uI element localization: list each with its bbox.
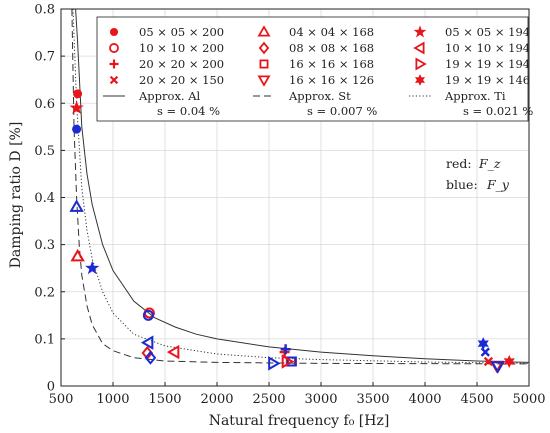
x-tick-label: 2000 <box>200 392 233 407</box>
annotation-blue-label: blue: <box>446 177 478 192</box>
x-tick-label: 4500 <box>460 392 493 407</box>
legend: 05 × 05 × 200 10 × 10 × 200 20 × 20 × 200 2… <box>96 16 533 122</box>
x-tick-label: 500 <box>49 392 74 407</box>
marker-triangle-down <box>490 361 506 374</box>
legend-label: 16 × 16 × 126 <box>289 73 374 87</box>
legend-label: 04 × 04 × 168 <box>289 25 374 39</box>
marker-star6 <box>503 355 515 368</box>
legend-sublabel: s = 0.04 % <box>157 104 220 118</box>
marker-triangle-left <box>140 335 154 350</box>
legend-label: 10 × 10 × 200 <box>139 41 224 55</box>
marker-triangle-right <box>281 354 295 369</box>
axis-ticks: 500 1000 1500 2000 2500 3000 3500 4000 4500 5000 0… <box>34 3 545 408</box>
marker-triangle-right <box>415 57 427 71</box>
marker-x <box>480 347 490 357</box>
force-annotation: red: F_z blue: F_y <box>446 156 510 192</box>
x-tick-label: 3500 <box>356 392 389 407</box>
legend-box <box>96 16 529 122</box>
y-tick-label: 0.8 <box>34 3 55 18</box>
marker-triangle-up <box>69 199 84 212</box>
y-tick-label: 0.3 <box>34 238 55 253</box>
legend-label: 16 × 16 × 168 <box>289 57 374 71</box>
marker-square <box>259 59 269 69</box>
y-tick-label: 0 <box>47 380 55 395</box>
marker-diamond <box>258 41 270 55</box>
approximation-curves <box>71 9 529 365</box>
y-tick-label: 0.7 <box>34 50 55 65</box>
annotation-red-label: red: <box>446 156 472 171</box>
x-tick-label: 4000 <box>408 392 441 407</box>
marker-triangle-up <box>70 248 85 262</box>
marker-circle-filled <box>109 27 119 37</box>
x-tick-label: 1000 <box>96 392 129 407</box>
marker-triangle-down <box>257 75 271 87</box>
marker-plus <box>280 344 291 355</box>
x-axis-label: Natural frequency f₀ [Hz] <box>209 413 390 429</box>
x-tick-label: 5000 <box>512 392 545 407</box>
marker-circle-open <box>109 43 119 53</box>
x-tick-label: 3000 <box>304 392 337 407</box>
marker-star6 <box>414 74 426 86</box>
y-axis-label: Damping ratio D [%] <box>8 122 24 269</box>
marker-triangle-up <box>257 25 271 37</box>
legend-label: Approx. Al <box>138 89 201 103</box>
marker-star5 <box>413 25 427 38</box>
legend-label: Approx. St <box>288 89 351 103</box>
legend-label: Approx. Ti <box>444 89 506 103</box>
marker-x <box>483 356 494 367</box>
legend-label: 19 × 19 × 146 <box>445 73 530 87</box>
marker-star5 <box>85 260 100 275</box>
y-tick-label: 0.1 <box>34 332 55 347</box>
data-points <box>69 89 515 374</box>
y-tick-label: 0.6 <box>34 97 55 112</box>
marker-star6 <box>477 337 489 351</box>
curve-solid <box>75 9 529 363</box>
marker-star5 <box>69 100 84 115</box>
legend-label: 05 × 05 × 194 <box>445 25 530 39</box>
legend-label: 08 × 08 × 168 <box>289 41 374 55</box>
x-tick-label: 1500 <box>148 392 181 407</box>
y-tick-label: 0.5 <box>34 144 55 159</box>
marker-square <box>286 356 297 367</box>
x-tick-label: 2500 <box>252 392 285 407</box>
marker-triangle-left <box>166 344 180 360</box>
legend-label: 10 × 10 × 194 <box>445 41 530 55</box>
marker-circle-filled <box>72 124 82 134</box>
marker-triangle-right <box>268 356 281 371</box>
y-tick-label: 0.2 <box>34 285 55 300</box>
marker-diamond <box>144 350 157 365</box>
annotation-red-value: F_z <box>478 156 501 171</box>
legend-label: 20 × 20 × 200 <box>139 57 224 71</box>
marker-circle-open <box>142 309 154 321</box>
legend-label: 19 × 19 × 194 <box>445 57 530 71</box>
y-tick-label: 0.4 <box>34 191 55 206</box>
marker-triangle-left <box>413 41 425 55</box>
curve-dotted <box>72 9 529 364</box>
marker-circle-filled <box>73 89 83 99</box>
marker-x <box>109 75 119 85</box>
legend-sublabel: s = 0.021 % <box>463 104 533 118</box>
legend-label: 05 × 05 × 200 <box>139 25 224 39</box>
marker-plus <box>109 59 119 69</box>
legend-label: 20 × 20 × 150 <box>139 73 224 87</box>
legend-sublabel: s = 0.007 % <box>307 104 377 118</box>
annotation-blue-value: F_y <box>486 177 510 192</box>
